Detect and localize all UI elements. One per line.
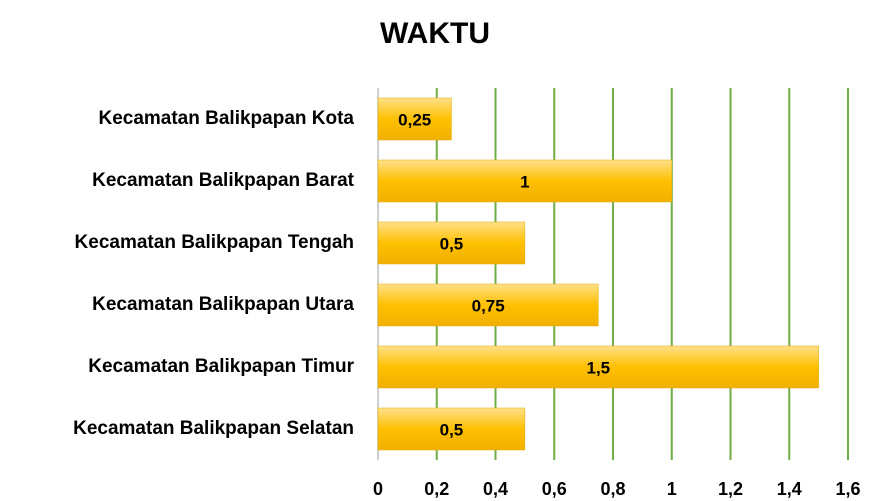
x-tick-label: 0,8 [600, 479, 625, 499]
data-label: 0,75 [472, 296, 505, 315]
x-tick-label: 1,6 [835, 479, 860, 499]
bar [377, 221, 526, 265]
data-label: 0,25 [398, 110, 431, 129]
bar [377, 407, 526, 451]
x-tick-label: 0,2 [424, 479, 449, 499]
data-label: 0,5 [440, 234, 464, 253]
y-tick-label: Kecamatan Balikpapan Tengah [75, 232, 354, 253]
x-tick-label: 1,4 [777, 479, 802, 499]
data-label: 1 [520, 172, 529, 191]
y-tick-label: Kecamatan Balikpapan Kota [98, 108, 354, 129]
bar [377, 97, 452, 141]
bar [377, 345, 819, 389]
x-tick-label: 1 [667, 479, 677, 499]
bar [377, 159, 672, 203]
x-tick-label: 1,2 [718, 479, 743, 499]
x-tick-label: 0,6 [542, 479, 567, 499]
data-label: 0,5 [440, 420, 464, 439]
chart-title: WAKTU [380, 17, 490, 50]
x-tick-label: 0 [373, 479, 383, 499]
y-tick-label: Kecamatan Balikpapan Barat [92, 170, 355, 191]
x-tick-label: 0,4 [483, 479, 508, 499]
data-label: 1,5 [586, 358, 610, 377]
y-tick-label: Kecamatan Balikpapan Utara [92, 294, 354, 315]
bar [377, 283, 599, 327]
y-tick-label: Kecamatan Balikpapan Selatan [73, 418, 354, 439]
y-tick-label: Kecamatan Balikpapan Timur [88, 356, 354, 377]
